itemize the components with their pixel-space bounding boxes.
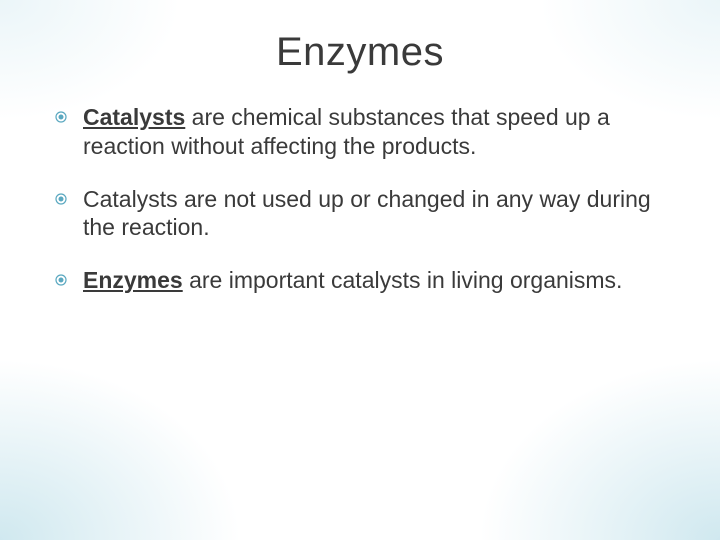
text-run: are important catalysts in living organi…: [183, 267, 623, 293]
bullet-icon: [55, 111, 67, 123]
text-run: Catalysts: [83, 104, 185, 130]
bullet-text: Catalysts are not used up or changed in …: [83, 186, 651, 241]
bullet-icon: [55, 274, 67, 286]
bullet-item: Enzymes are important catalysts in livin…: [55, 266, 665, 295]
bullet-list: Catalysts are chemical substances that s…: [55, 103, 665, 295]
bullet-text: Catalysts are chemical substances that s…: [83, 104, 610, 159]
text-run: Catalysts are not used up or changed in …: [83, 186, 651, 241]
bullet-item: Catalysts are chemical substances that s…: [55, 103, 665, 161]
bullet-text: Enzymes are important catalysts in livin…: [83, 267, 622, 293]
text-run: Enzymes: [83, 267, 183, 293]
bullet-item: Catalysts are not used up or changed in …: [55, 185, 665, 243]
slide-title: Enzymes: [55, 30, 665, 75]
slide: Enzymes Catalysts are chemical substance…: [0, 0, 720, 540]
bullet-icon: [55, 193, 67, 205]
